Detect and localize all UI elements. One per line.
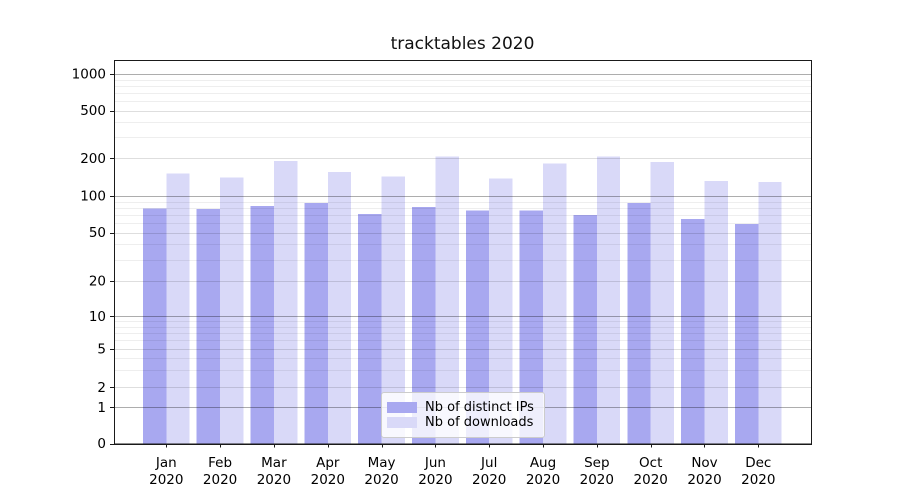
ytick-label-50: 50 bbox=[89, 225, 106, 241]
bar-downloads-mar bbox=[273, 160, 298, 444]
bar-downloads-oct bbox=[650, 162, 675, 444]
xtick-label-mar: Mar 2020 bbox=[257, 455, 291, 488]
bar-ips-may bbox=[358, 214, 382, 444]
ytick-label-20: 20 bbox=[89, 274, 106, 290]
bar-downloads-may bbox=[381, 176, 405, 444]
axes-frame bbox=[113, 59, 813, 445]
bar-ips-jun bbox=[412, 207, 436, 444]
xtick-label-sep: Sep 2020 bbox=[580, 455, 614, 488]
xtick-label-oct: Oct 2020 bbox=[634, 455, 668, 488]
bar-ips-mar bbox=[250, 205, 274, 444]
legend-swatch-distinct-ips-icon bbox=[387, 402, 417, 413]
bar-ips-feb bbox=[196, 209, 221, 444]
legend-swatch-downloads-icon bbox=[387, 417, 417, 428]
bar-downloads-aug bbox=[543, 163, 567, 444]
bar-ips-nov bbox=[681, 218, 705, 444]
xtick-label-may: May 2020 bbox=[364, 455, 398, 488]
bar-ips-sep bbox=[573, 214, 597, 444]
ytick-label-1: 1 bbox=[97, 400, 106, 416]
bar-downloads-jan bbox=[166, 173, 190, 444]
bar-downloads-sep bbox=[596, 156, 621, 444]
ytick-label-200: 200 bbox=[80, 151, 106, 167]
bar-ips-dec bbox=[734, 223, 759, 444]
bar-downloads-jun bbox=[435, 156, 459, 444]
ytick-label-100: 100 bbox=[80, 189, 106, 205]
bar-downloads-apr bbox=[327, 172, 352, 444]
bar-ips-aug bbox=[519, 210, 543, 444]
ytick-label-2: 2 bbox=[97, 380, 106, 396]
ytick-label-1000: 1000 bbox=[72, 67, 106, 83]
ytick-label-10: 10 bbox=[89, 309, 106, 325]
xtick-label-aug: Aug 2020 bbox=[526, 455, 560, 488]
bar-downloads-jul bbox=[489, 178, 513, 444]
xtick-label-dec: Dec 2020 bbox=[741, 455, 775, 488]
xtick-label-feb: Feb 2020 bbox=[203, 455, 237, 488]
xtick-label-jan: Jan 2020 bbox=[149, 455, 183, 488]
xtick-label-jul: Jul 2020 bbox=[472, 455, 506, 488]
bar-ips-jan bbox=[142, 208, 167, 444]
chart-title: tracktables 2020 bbox=[390, 34, 535, 54]
bar-downloads-nov bbox=[704, 180, 728, 444]
ytick-label-0: 0 bbox=[97, 436, 106, 452]
legend-label-distinct-ips: Nb of distinct IPs bbox=[425, 400, 534, 415]
bar-downloads-dec bbox=[758, 182, 782, 444]
legend-item-distinct-ips: Nb of distinct IPs bbox=[387, 400, 534, 415]
xtick-label-apr: Apr 2020 bbox=[311, 455, 345, 488]
bar-downloads-feb bbox=[220, 177, 244, 444]
legend-label-downloads: Nb of downloads bbox=[425, 415, 534, 430]
ytick-label-500: 500 bbox=[80, 103, 106, 119]
ytick-label-5: 5 bbox=[97, 342, 106, 358]
bar-ips-apr bbox=[304, 202, 328, 444]
bar-ips-oct bbox=[627, 202, 651, 444]
xtick-label-nov: Nov 2020 bbox=[687, 455, 721, 488]
bar-ips-jul bbox=[465, 210, 490, 444]
legend: Nb of distinct IPs Nb of downloads bbox=[381, 392, 545, 438]
xtick-label-jun: Jun 2020 bbox=[418, 455, 452, 488]
legend-item-downloads: Nb of downloads bbox=[387, 415, 534, 430]
